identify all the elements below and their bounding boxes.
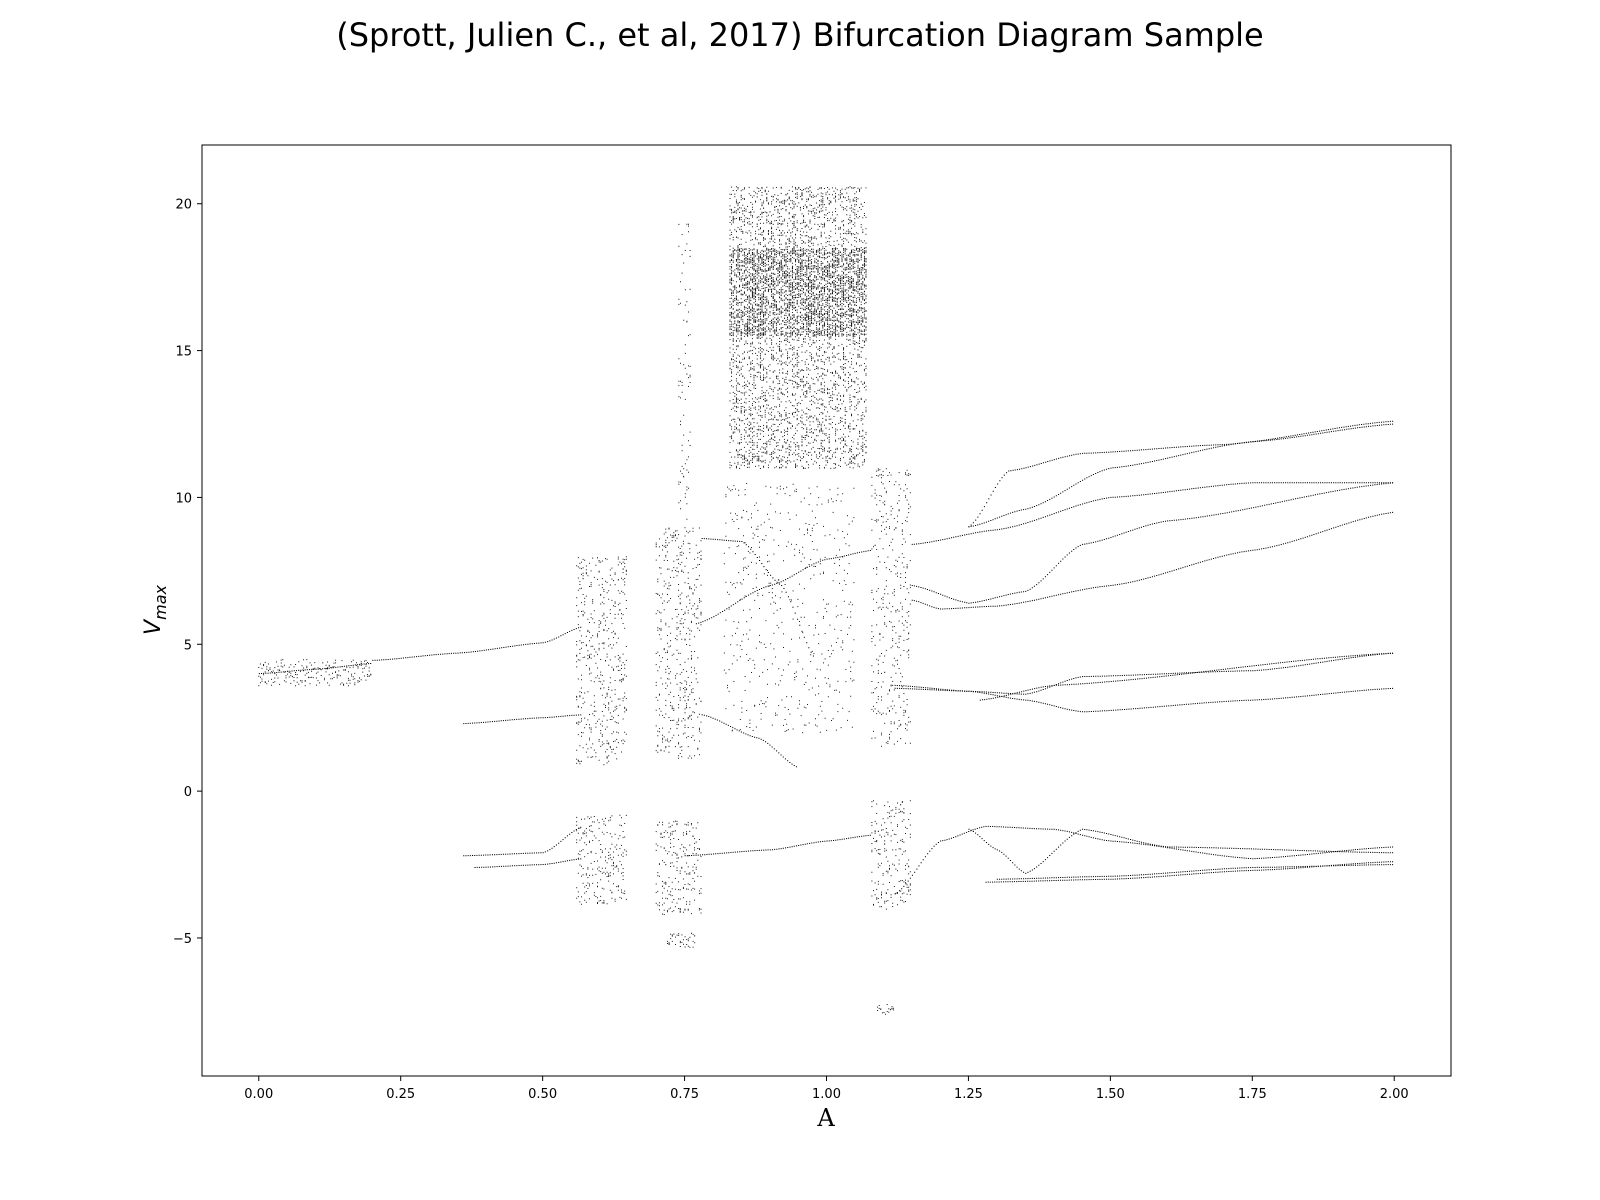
x-axis-label: A bbox=[816, 1104, 835, 1132]
x-tick-label: 1.75 bbox=[1238, 1087, 1267, 1102]
branch-series-15 bbox=[894, 684, 1394, 713]
branch-series-10 bbox=[968, 420, 1394, 528]
branch-series-19 bbox=[985, 861, 1394, 883]
chaos-band-0 bbox=[258, 659, 372, 687]
branch-series-13 bbox=[911, 482, 1394, 604]
branch-series-12 bbox=[911, 511, 1394, 610]
branch-series-4 bbox=[474, 858, 582, 868]
x-tick-label: 0.50 bbox=[528, 1087, 557, 1102]
branch-series-17 bbox=[894, 825, 1394, 895]
x-axis-ticks: 0.00 0.25 0.50 0.75 1.00 1.25 1.50 1.75 2.00 bbox=[244, 1076, 1409, 1102]
chaos-band-10 bbox=[871, 800, 911, 910]
chaos-band-7 bbox=[729, 247, 867, 337]
y-axis-label-main: V bbox=[141, 618, 166, 635]
chaos-band-9 bbox=[871, 468, 911, 747]
y-tick-label: 5 bbox=[184, 638, 192, 653]
y-tick-label: 10 bbox=[175, 491, 192, 506]
y-axis-ticks: −5 0 5 10 15 20 bbox=[173, 198, 202, 947]
branch-series-14 bbox=[894, 652, 1394, 695]
chaos-band-11 bbox=[877, 1004, 895, 1015]
branch-series-6 bbox=[701, 538, 814, 657]
x-tick-label: 1.50 bbox=[1096, 1087, 1125, 1102]
data-points bbox=[258, 186, 1394, 1015]
chart-title: (Sprott, Julien C., et al, 2017) Bifurca… bbox=[336, 16, 1264, 54]
chaos-band-5 bbox=[678, 223, 691, 520]
chaos-band-6 bbox=[729, 186, 867, 469]
y-tick-label: 0 bbox=[184, 785, 192, 800]
y-axis-label: Vmax bbox=[141, 585, 170, 635]
x-tick-label: 2.00 bbox=[1380, 1087, 1409, 1102]
branch-series-5 bbox=[695, 550, 871, 625]
chaos-band-3 bbox=[655, 527, 702, 759]
branch-series-16 bbox=[979, 652, 1394, 701]
branch-series-1 bbox=[372, 626, 582, 661]
y-axis-label-sub: max bbox=[151, 585, 170, 620]
x-tick-label: 0.25 bbox=[386, 1087, 415, 1102]
y-tick-label: 20 bbox=[175, 198, 192, 213]
chaos-band-12 bbox=[667, 932, 696, 948]
branch-series-7 bbox=[701, 714, 797, 768]
y-tick-label: 15 bbox=[175, 345, 192, 360]
branch-series-20 bbox=[996, 864, 1394, 880]
chaos-band-8 bbox=[723, 483, 855, 734]
branch-series-2 bbox=[463, 714, 582, 725]
branch-series-3 bbox=[463, 826, 582, 857]
plot-frame bbox=[201, 144, 1452, 1077]
branch-series-8 bbox=[684, 834, 871, 857]
x-tick-label: 1.25 bbox=[954, 1087, 983, 1102]
branch-series-18 bbox=[968, 828, 1394, 874]
branch-series-11 bbox=[968, 423, 1394, 528]
x-tick-label: 0.75 bbox=[670, 1087, 699, 1102]
branch-series-9 bbox=[911, 482, 1394, 545]
chaos-band-1 bbox=[576, 556, 627, 766]
y-tick-label: −5 bbox=[173, 932, 192, 947]
chaos-band-4 bbox=[655, 820, 702, 915]
x-tick-label: 0.00 bbox=[244, 1087, 273, 1102]
chaos-band-2 bbox=[576, 814, 627, 905]
x-tick-label: 1.00 bbox=[812, 1087, 841, 1102]
